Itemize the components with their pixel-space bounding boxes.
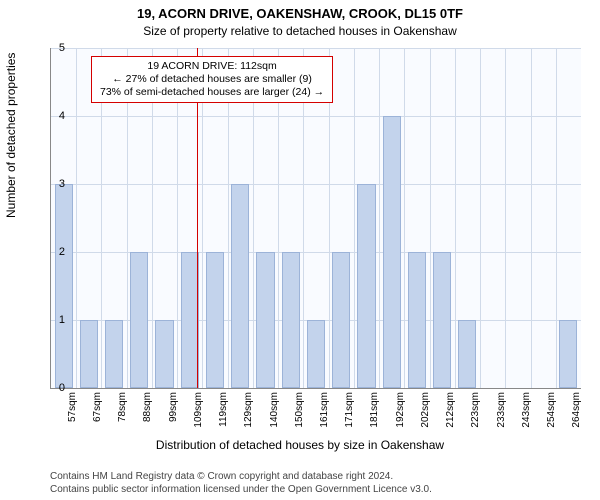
xtick-label: 233sqm [496, 392, 507, 442]
bar [155, 320, 173, 388]
xtick-label: 88sqm [142, 392, 153, 442]
xtick-label: 223sqm [470, 392, 481, 442]
annotation-line2: ← 27% of detached houses are smaller (9) [100, 73, 324, 86]
xtick-label: 99sqm [168, 392, 179, 442]
xtick-label: 161sqm [319, 392, 330, 442]
ytick-label: 0 [45, 382, 65, 394]
annotation-line1: 19 ACORN DRIVE: 112sqm [100, 60, 324, 73]
bar [231, 184, 249, 388]
ytick-label: 3 [45, 178, 65, 190]
bar [307, 320, 325, 388]
bar [206, 252, 224, 388]
xtick-label: 78sqm [117, 392, 128, 442]
ytick-label: 4 [45, 110, 65, 122]
xtick-label: 129sqm [243, 392, 254, 442]
bar [408, 252, 426, 388]
xtick-label: 57sqm [67, 392, 78, 442]
bar [433, 252, 451, 388]
xtick-label: 67sqm [92, 392, 103, 442]
annotation-box: 19 ACORN DRIVE: 112sqm ← 27% of detached… [91, 56, 333, 103]
bar [55, 184, 73, 388]
ytick-label: 2 [45, 246, 65, 258]
bar [357, 184, 375, 388]
bar [105, 320, 123, 388]
xtick-label: 243sqm [521, 392, 532, 442]
title-main: 19, ACORN DRIVE, OAKENSHAW, CROOK, DL15 … [0, 6, 600, 21]
footer-line1: Contains HM Land Registry data © Crown c… [50, 471, 432, 484]
bar [282, 252, 300, 388]
bar [383, 116, 401, 388]
xtick-label: 254sqm [546, 392, 557, 442]
bar [559, 320, 577, 388]
y-axis-label: Number of detached properties [4, 53, 18, 218]
xtick-label: 109sqm [193, 392, 204, 442]
bar [458, 320, 476, 388]
xtick-label: 181sqm [369, 392, 380, 442]
bar [80, 320, 98, 388]
bar [181, 252, 199, 388]
bar [130, 252, 148, 388]
xtick-label: 192sqm [395, 392, 406, 442]
xtick-label: 119sqm [218, 392, 229, 442]
plot-area: 19 ACORN DRIVE: 112sqm ← 27% of detached… [50, 48, 581, 389]
xtick-label: 202sqm [420, 392, 431, 442]
xtick-label: 212sqm [445, 392, 456, 442]
footer: Contains HM Land Registry data © Crown c… [50, 471, 432, 496]
title-sub: Size of property relative to detached ho… [0, 24, 600, 38]
xtick-label: 140sqm [269, 392, 280, 442]
footer-line2: Contains public sector information licen… [50, 484, 432, 497]
ytick-label: 5 [45, 42, 65, 54]
annotation-line3: 73% of semi-detached houses are larger (… [100, 86, 324, 99]
xtick-label: 171sqm [344, 392, 355, 442]
xtick-label: 264sqm [571, 392, 582, 442]
bar [256, 252, 274, 388]
ytick-label: 1 [45, 314, 65, 326]
x-axis-label: Distribution of detached houses by size … [0, 438, 600, 452]
xtick-label: 150sqm [294, 392, 305, 442]
bar [332, 252, 350, 388]
